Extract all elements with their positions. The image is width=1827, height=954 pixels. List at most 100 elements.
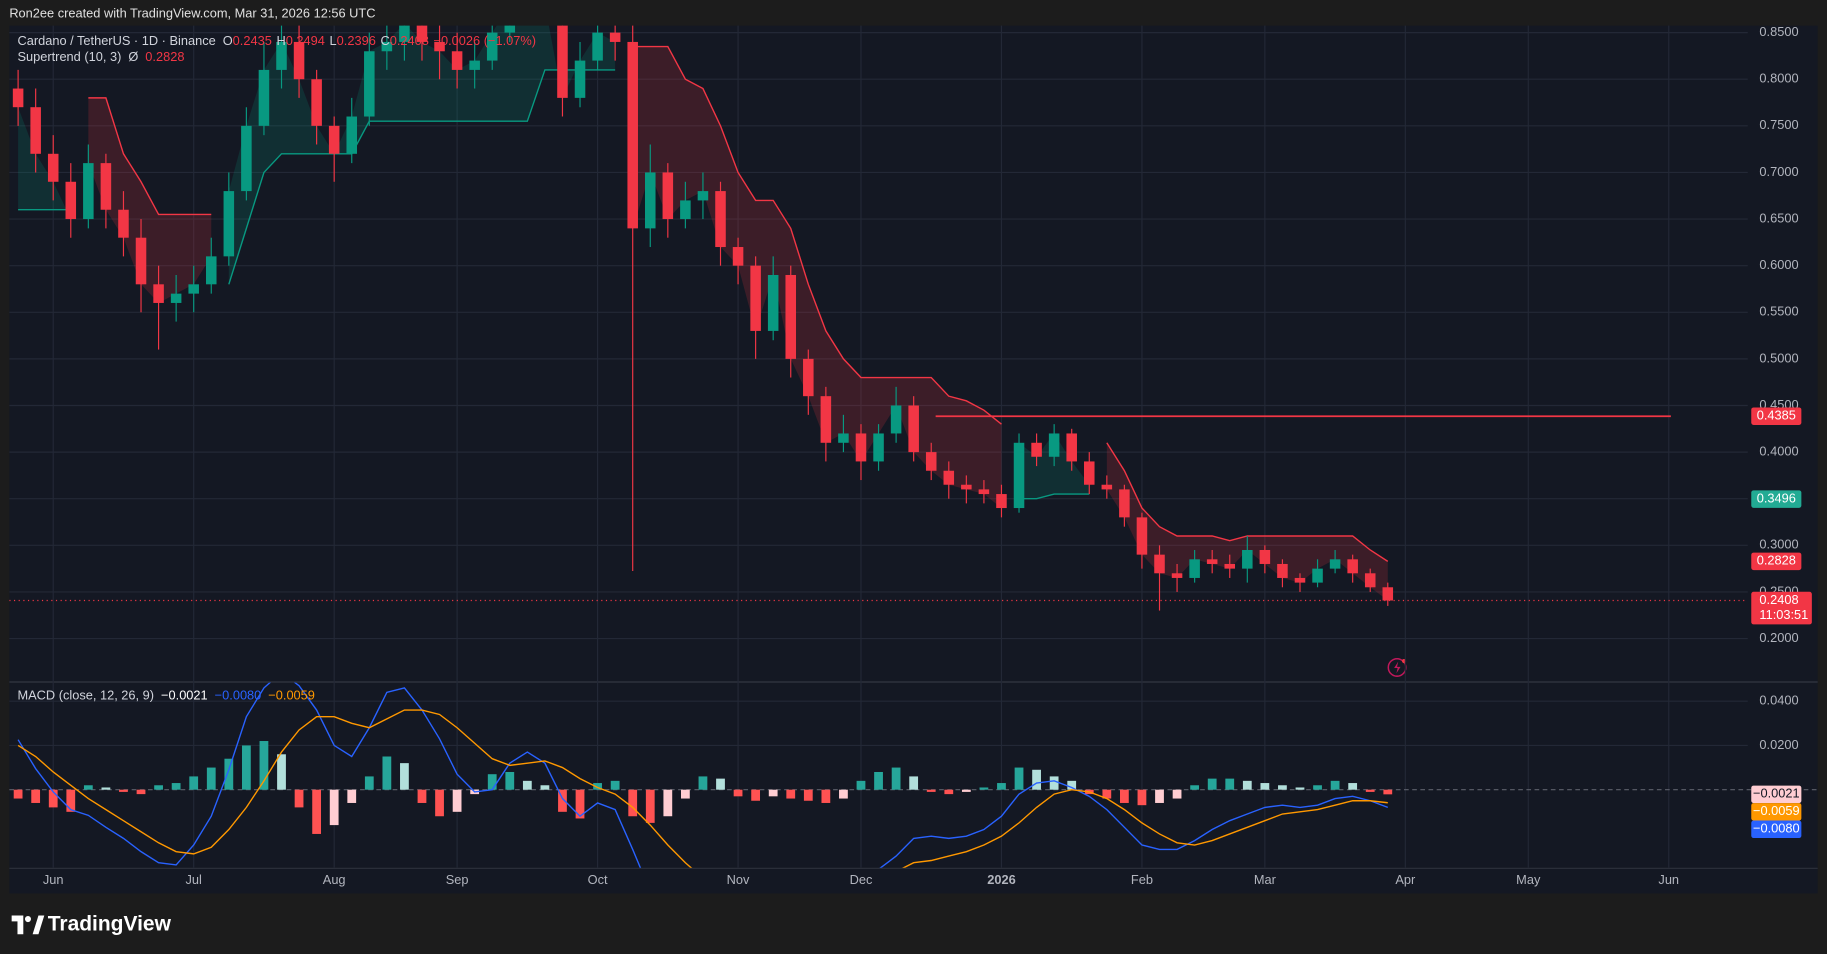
y-tick-label: 0.6500 (1759, 210, 1798, 225)
macd-histogram-bar (1348, 783, 1358, 790)
macd-histogram-bar (803, 789, 813, 801)
y-tick-label: 0.6000 (1759, 257, 1798, 272)
macd-line (17, 682, 1389, 868)
ohlc-value: 0.2408 (390, 33, 429, 48)
tradingview-logo: TradingView (11, 912, 172, 935)
macd-histogram-bar (891, 767, 901, 790)
candle-body (399, 25, 410, 42)
macd-histogram-bar (680, 789, 690, 799)
macd-histogram-bar (926, 789, 936, 792)
macd-histogram-bar (101, 787, 111, 790)
macd-histogram-bar (558, 789, 567, 812)
y-tick-label: 0.5000 (1759, 350, 1798, 365)
x-tick-label: Jun (43, 872, 64, 887)
supertrend-line (18, 69, 1090, 500)
axis-price-label: −0.0021 (1753, 786, 1800, 801)
candle-body (153, 284, 164, 303)
macd-histogram-bar (610, 780, 620, 790)
macd-histogram-bar (1313, 785, 1322, 790)
macd-histogram-bar (522, 780, 532, 790)
macd-histogram-bar (1067, 780, 1077, 790)
macd-histogram-bar (1330, 780, 1340, 790)
axis-price-label: 0.4385 (1757, 408, 1796, 423)
candle-body (311, 79, 322, 126)
candle-body (469, 60, 480, 70)
candle-body (1259, 549, 1271, 564)
candle-body (644, 172, 656, 229)
axis-price-box (1751, 407, 1802, 425)
indicator-value: 0.2828 (145, 50, 184, 65)
macd-histogram-bar (171, 783, 181, 790)
candle-body (1364, 573, 1376, 588)
supertrend-fill (18, 107, 71, 220)
macd-histogram-bar (31, 789, 41, 803)
candle-body (30, 107, 41, 154)
candle-body (1013, 442, 1025, 509)
candle-body (680, 200, 691, 220)
axis-price-label: 0.2408 (1759, 592, 1798, 607)
axis-price-box (1751, 591, 1812, 625)
indicator-value: −0.0080 (215, 688, 262, 703)
candle-body (1242, 549, 1253, 569)
legend-row: Cardano / TetherUS · 1D · Binance O0.2435… (17, 33, 536, 48)
candle-body (838, 433, 849, 443)
candle-body (1329, 559, 1341, 569)
macd-tick-label: 0.0400 (1759, 693, 1798, 708)
macd-histogram-bar (1365, 789, 1375, 792)
macd-histogram-bar (364, 776, 374, 790)
y-tick-label: 0.3000 (1759, 537, 1798, 552)
y-tick-label: 0.7500 (1759, 117, 1798, 132)
macd-histogram-bar (979, 787, 989, 790)
candle-body (820, 396, 832, 443)
macd-histogram-bar (382, 756, 392, 790)
candle-body (803, 358, 814, 397)
candle-body (1294, 577, 1306, 583)
price-pane (9, 25, 1748, 611)
candle-body (135, 237, 147, 285)
candle-body (1066, 433, 1077, 462)
x-tick-label: Nov (727, 872, 750, 887)
axis-price-label: −0.0059 (1753, 803, 1800, 818)
candle-body (1083, 461, 1095, 485)
candle-body (364, 51, 375, 117)
macd-histogram-bar (1137, 789, 1147, 806)
macd-histogram-bar (786, 789, 796, 799)
macd-histogram-bar (119, 789, 128, 792)
macd-histogram-bar (1032, 769, 1041, 790)
macd-histogram-bar (1278, 785, 1287, 790)
ohlc-value: 0.2435 (233, 33, 272, 48)
x-tick-label: Apr (1395, 872, 1416, 887)
candle-body (293, 41, 305, 80)
macd-histogram-bar (1119, 789, 1129, 803)
candle-body (627, 41, 638, 229)
macd-histogram-bar (1049, 776, 1059, 790)
candle-body (609, 32, 621, 42)
legend-row: Supertrend (10, 3) Ø 0.2828 (17, 50, 184, 65)
alert-bolt[interactable] (1394, 661, 1401, 674)
macd-histogram-bar (751, 789, 761, 801)
y-tick-label: 0.8500 (1759, 24, 1798, 39)
indicator-name: MACD (close, 12, 26, 9) (17, 688, 154, 703)
macd-histogram-bar (83, 785, 93, 790)
ohlc-value: 0.2494 (286, 33, 325, 48)
macd-histogram-bar (259, 741, 269, 790)
candle-body (118, 209, 129, 238)
x-tick-label: 2026 (987, 872, 1015, 887)
candle-body (328, 125, 340, 154)
x-tick-label: Oct (588, 872, 608, 887)
macd-histogram-bar (1242, 780, 1252, 790)
candle-body (767, 274, 779, 331)
logo-mark (11, 915, 24, 935)
macd-histogram-bar (733, 789, 743, 797)
candle-body (486, 32, 498, 61)
candle-body (873, 433, 884, 462)
legend: Cardano / TetherUS · 1D · Binance O0.2435… (17, 33, 536, 703)
credit: Ron2ee created with TradingView.com, Mar… (9, 5, 375, 20)
candle-body (978, 489, 990, 495)
candle-body (434, 41, 445, 52)
ohlc-value: 0.2396 (337, 33, 376, 48)
symbol: Cardano / TetherUS · 1D · Binance (17, 33, 215, 48)
macd-histogram-bar (277, 754, 286, 790)
macd-histogram-bar (821, 789, 831, 803)
